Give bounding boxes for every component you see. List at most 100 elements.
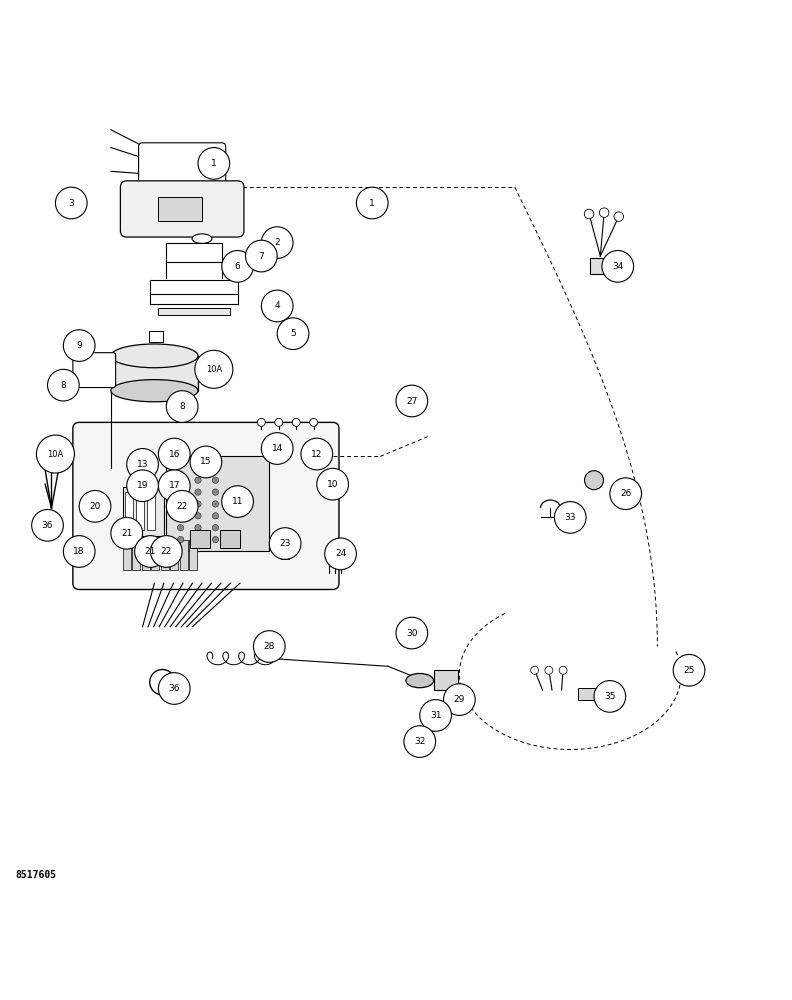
Circle shape — [420, 700, 451, 731]
Bar — [142, 540, 150, 570]
Circle shape — [261, 433, 293, 464]
Circle shape — [127, 449, 158, 480]
Ellipse shape — [406, 673, 434, 688]
Text: 34: 34 — [612, 262, 623, 271]
Circle shape — [177, 536, 184, 543]
Text: 14: 14 — [272, 444, 283, 453]
Circle shape — [277, 318, 309, 350]
Circle shape — [301, 438, 333, 470]
Circle shape — [594, 681, 626, 712]
Circle shape — [190, 446, 222, 478]
Circle shape — [404, 726, 436, 757]
Circle shape — [356, 187, 388, 219]
Circle shape — [195, 536, 201, 543]
Text: 9: 9 — [76, 341, 82, 350]
Circle shape — [177, 501, 184, 507]
Circle shape — [222, 251, 253, 282]
Circle shape — [212, 477, 219, 483]
Circle shape — [195, 477, 201, 483]
Circle shape — [212, 513, 219, 519]
Circle shape — [111, 517, 143, 549]
Circle shape — [554, 502, 586, 533]
Circle shape — [63, 536, 95, 567]
Text: 8: 8 — [60, 381, 67, 390]
Bar — [150, 280, 238, 294]
Text: 22: 22 — [161, 547, 172, 556]
Text: 5: 5 — [290, 329, 296, 338]
Ellipse shape — [111, 380, 198, 402]
Circle shape — [36, 435, 74, 473]
Text: 35: 35 — [604, 692, 615, 701]
Circle shape — [166, 391, 198, 422]
Circle shape — [602, 251, 634, 282]
Circle shape — [158, 470, 190, 502]
Text: 7: 7 — [258, 252, 265, 261]
Bar — [170, 540, 178, 570]
Circle shape — [317, 468, 348, 500]
Circle shape — [212, 489, 219, 495]
Circle shape — [310, 418, 318, 426]
Bar — [180, 540, 188, 570]
Circle shape — [195, 489, 201, 495]
Text: 2: 2 — [274, 238, 280, 247]
Circle shape — [177, 489, 184, 495]
Text: 1: 1 — [211, 159, 217, 168]
Text: 18: 18 — [74, 547, 85, 556]
Circle shape — [195, 525, 201, 531]
Text: 22: 22 — [177, 502, 188, 511]
Circle shape — [584, 209, 594, 219]
Circle shape — [545, 666, 553, 674]
Bar — [123, 540, 131, 570]
FancyBboxPatch shape — [120, 181, 244, 237]
Bar — [149, 331, 163, 342]
Circle shape — [269, 528, 301, 559]
Circle shape — [559, 666, 567, 674]
Circle shape — [135, 536, 166, 567]
Circle shape — [158, 673, 190, 704]
Text: 21: 21 — [121, 529, 132, 538]
Text: 17: 17 — [169, 481, 180, 490]
Text: 21: 21 — [145, 547, 156, 556]
Circle shape — [166, 490, 198, 522]
Text: 19: 19 — [137, 481, 148, 490]
Text: 24: 24 — [335, 549, 346, 558]
Text: 10: 10 — [327, 480, 338, 489]
Circle shape — [158, 438, 190, 470]
Text: 10A: 10A — [206, 365, 222, 374]
Bar — [158, 197, 202, 221]
Circle shape — [584, 471, 604, 490]
Text: 6: 6 — [234, 262, 241, 271]
Bar — [166, 456, 269, 551]
Circle shape — [396, 617, 428, 649]
Circle shape — [177, 477, 184, 483]
Bar — [147, 492, 155, 530]
Bar — [132, 540, 140, 570]
Bar — [158, 308, 230, 315]
Text: 20: 20 — [89, 502, 101, 511]
Text: 3: 3 — [68, 199, 74, 208]
Bar — [590, 258, 610, 274]
Text: 23: 23 — [280, 539, 291, 548]
Bar — [125, 492, 133, 530]
Circle shape — [198, 148, 230, 179]
Circle shape — [325, 538, 356, 570]
Circle shape — [275, 418, 283, 426]
Bar — [189, 540, 197, 570]
Circle shape — [195, 501, 201, 507]
Text: 31: 31 — [430, 711, 441, 720]
Circle shape — [212, 501, 219, 507]
Circle shape — [48, 369, 79, 401]
Circle shape — [292, 418, 300, 426]
Circle shape — [195, 350, 233, 388]
Circle shape — [600, 208, 609, 217]
Circle shape — [177, 513, 184, 519]
Circle shape — [195, 513, 201, 519]
Ellipse shape — [192, 234, 212, 243]
Circle shape — [253, 631, 285, 662]
Circle shape — [63, 330, 95, 361]
Bar — [434, 670, 458, 690]
Text: 11: 11 — [232, 497, 243, 506]
Text: 12: 12 — [311, 450, 322, 459]
Circle shape — [32, 510, 63, 541]
Circle shape — [150, 536, 182, 567]
